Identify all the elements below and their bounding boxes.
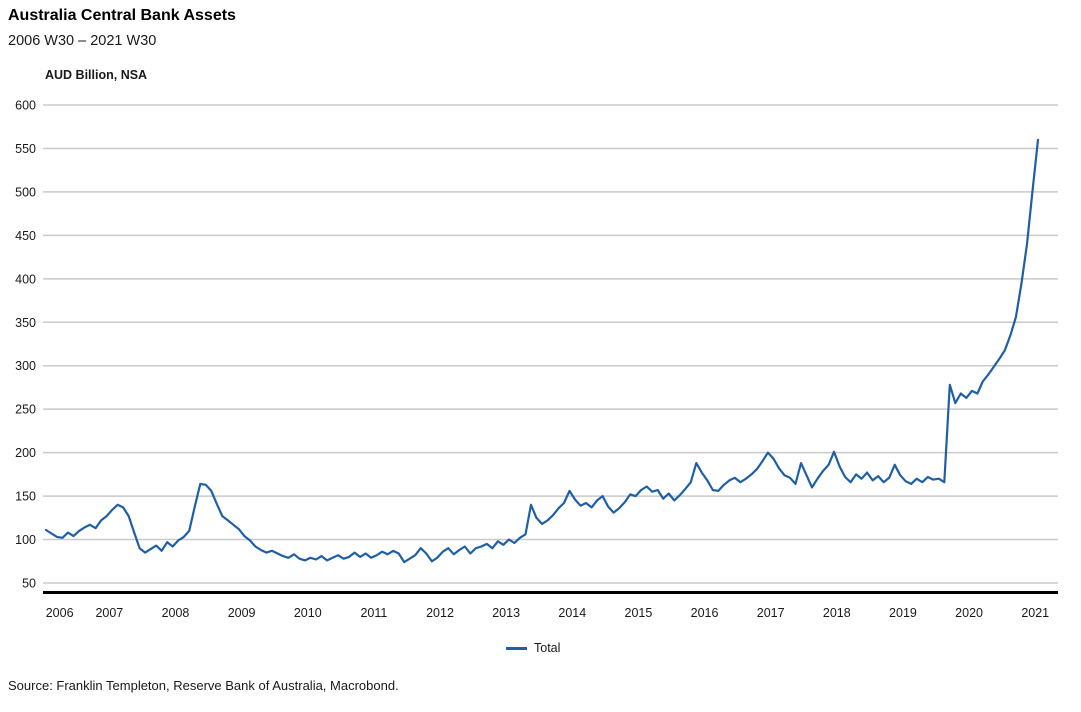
x-tick-label-2007: 2007 <box>95 606 123 620</box>
y-tick-label-150: 150 <box>15 490 36 504</box>
source-note: Source: Franklin Templeton, Reserve Bank… <box>8 678 399 693</box>
x-tick-label-2020: 2020 <box>955 606 983 620</box>
chart-subtitle: 2006 W30 – 2021 W30 <box>8 33 157 49</box>
x-tick-label-2012: 2012 <box>426 606 454 620</box>
y-tick-label-500: 500 <box>15 185 36 199</box>
x-tick-label-2017: 2017 <box>757 606 785 620</box>
y-tick-label-550: 550 <box>15 142 36 156</box>
x-tick-label-2021: 2021 <box>1021 606 1049 620</box>
y-tick-label-400: 400 <box>15 272 36 286</box>
y-tick-label-600: 600 <box>15 99 36 113</box>
y-tick-label-200: 200 <box>15 446 36 460</box>
x-tick-label-2010: 2010 <box>294 606 322 620</box>
y-tick-label-250: 250 <box>15 403 36 417</box>
x-tick-label-2019: 2019 <box>889 606 917 620</box>
legend-label: Total <box>534 641 561 655</box>
y-axis-unit-label: AUD Billion, NSA <box>45 68 148 82</box>
x-tick-label-2009: 2009 <box>228 606 256 620</box>
y-tick-label-100: 100 <box>15 533 36 547</box>
series-line-total <box>44 138 1040 564</box>
x-tick-label-2006: 2006 <box>46 606 74 620</box>
y-tick-label-350: 350 <box>15 316 36 330</box>
y-tick-label-450: 450 <box>15 229 36 243</box>
y-tick-label-50: 50 <box>22 577 36 591</box>
x-tick-label-2011: 2011 <box>360 606 387 620</box>
x-tick-label-2013: 2013 <box>492 606 520 620</box>
y-tick-label-300: 300 <box>15 359 36 373</box>
x-tick-label-2015: 2015 <box>625 606 653 620</box>
x-tick-label-2018: 2018 <box>823 606 851 620</box>
x-tick-label-2016: 2016 <box>691 606 719 620</box>
chart-title: Australia Central Bank Assets <box>8 7 236 24</box>
legend-line-swatch <box>506 646 527 650</box>
legend: Total <box>506 641 560 655</box>
x-tick-label-2008: 2008 <box>162 606 190 620</box>
x-tick-label-2014: 2014 <box>558 606 586 620</box>
